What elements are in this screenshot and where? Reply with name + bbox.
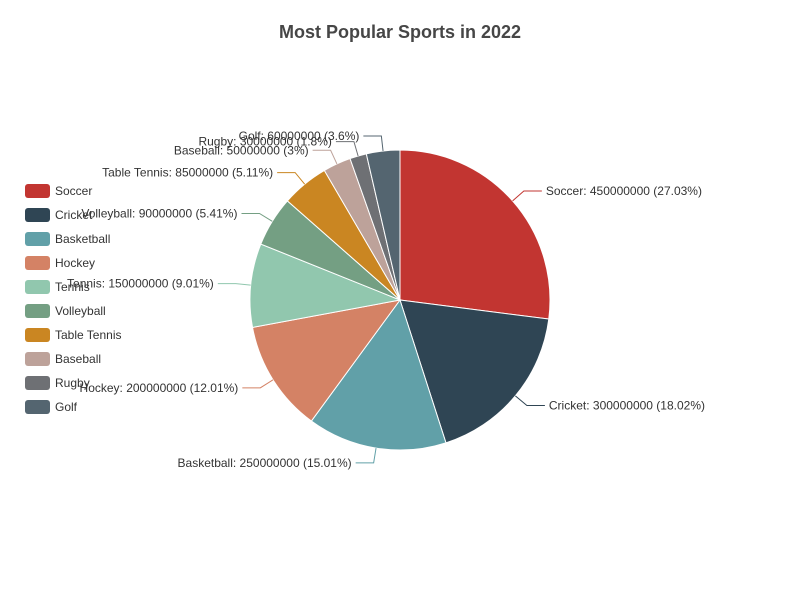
pie-slice-soccer[interactable] [399, 149, 551, 320]
legend-label-hockey: Hockey [55, 256, 95, 270]
legend-label-golf: Golf [55, 400, 78, 414]
legend-label-baseball: Baseball [55, 352, 101, 366]
legend-item-table-tennis[interactable]: Table Tennis [25, 328, 122, 342]
legend-swatch-cricket [25, 208, 50, 222]
legend-item-golf[interactable]: Golf [25, 400, 78, 414]
legend-label-table-tennis: Table Tennis [55, 328, 122, 342]
labels-layer: Soccer: 450000000 (27.03%) Cricket: 30000… [67, 129, 705, 470]
legend-item-cricket[interactable]: Cricket [25, 208, 93, 222]
legend-label-cricket: Cricket [55, 208, 93, 222]
slice-label-golf: Golf: 60000000 (3.6%) [239, 129, 360, 143]
legend-swatch-hockey [25, 256, 50, 270]
legend-swatch-basketball [25, 232, 50, 246]
slice-label-basketball: Basketball: 250000000 (15.01%) [178, 456, 352, 470]
slice-label-table-tennis: Table Tennis: 85000000 (5.11%) [102, 166, 273, 180]
slice-label-baseball: Baseball: 50000000 (3%) [174, 143, 309, 157]
legend-label-soccer: Soccer [55, 184, 92, 198]
legend-item-baseball[interactable]: Baseball [25, 352, 101, 366]
pie-slice-golf[interactable] [365, 149, 401, 301]
legend-item-tennis[interactable]: Tennis [25, 280, 90, 294]
legend-item-volleyball[interactable]: Volleyball [25, 304, 106, 318]
pie-slice-tennis[interactable] [249, 243, 402, 329]
legend-swatch-rugby [25, 376, 50, 390]
legend-swatch-volleyball [25, 304, 50, 318]
label-line-cricket [515, 395, 545, 406]
slice-label-volleyball: Volleyball: 90000000 (5.41%) [81, 206, 237, 220]
label-line-tennis [217, 283, 251, 286]
legend-item-basketball[interactable]: Basketball [25, 232, 110, 246]
label-line-baseball [312, 149, 338, 165]
legend-swatch-baseball [25, 352, 50, 366]
legend-label-rugby: Rugby [55, 376, 90, 390]
label-line-rugby [335, 141, 359, 157]
slice-label-rugby: Rugby: 30000000 (1.8%) [198, 135, 331, 149]
slice-label-cricket: Cricket: 300000000 (18.02%) [549, 398, 705, 412]
legend-swatch-tennis [25, 280, 50, 294]
legend-swatch-soccer [25, 184, 50, 198]
slice-label-soccer: Soccer: 450000000 (27.03%) [546, 184, 702, 198]
slices-layer [249, 149, 551, 451]
label-line-soccer [512, 190, 542, 202]
legend-item-hockey[interactable]: Hockey [25, 256, 95, 270]
label-line-table-tennis [277, 172, 306, 185]
pie-slice-cricket[interactable] [399, 299, 550, 444]
label-line-basketball [355, 447, 377, 464]
slice-label-tennis: Tennis: 150000000 (9.01%) [67, 277, 214, 291]
legend: Soccer Cricket Basketball Hockey Tennis Volle… [25, 184, 122, 414]
legend-swatch-golf [25, 400, 50, 414]
legend-label-volleyball: Volleyball [55, 304, 106, 318]
label-line-volleyball [241, 212, 273, 222]
label-line-golf [363, 135, 384, 152]
legend-item-soccer[interactable]: Soccer [25, 184, 92, 198]
legend-label-basketball: Basketball [55, 232, 110, 246]
legend-item-rugby[interactable]: Rugby [25, 376, 90, 390]
legend-label-tennis: Tennis [55, 280, 90, 294]
chart-title: Most Popular Sports in 2022 [279, 22, 521, 42]
label-line-hockey [242, 379, 274, 389]
legend-swatch-table-tennis [25, 328, 50, 342]
slice-label-hockey: Hockey: 200000000 (12.01%) [80, 381, 239, 395]
